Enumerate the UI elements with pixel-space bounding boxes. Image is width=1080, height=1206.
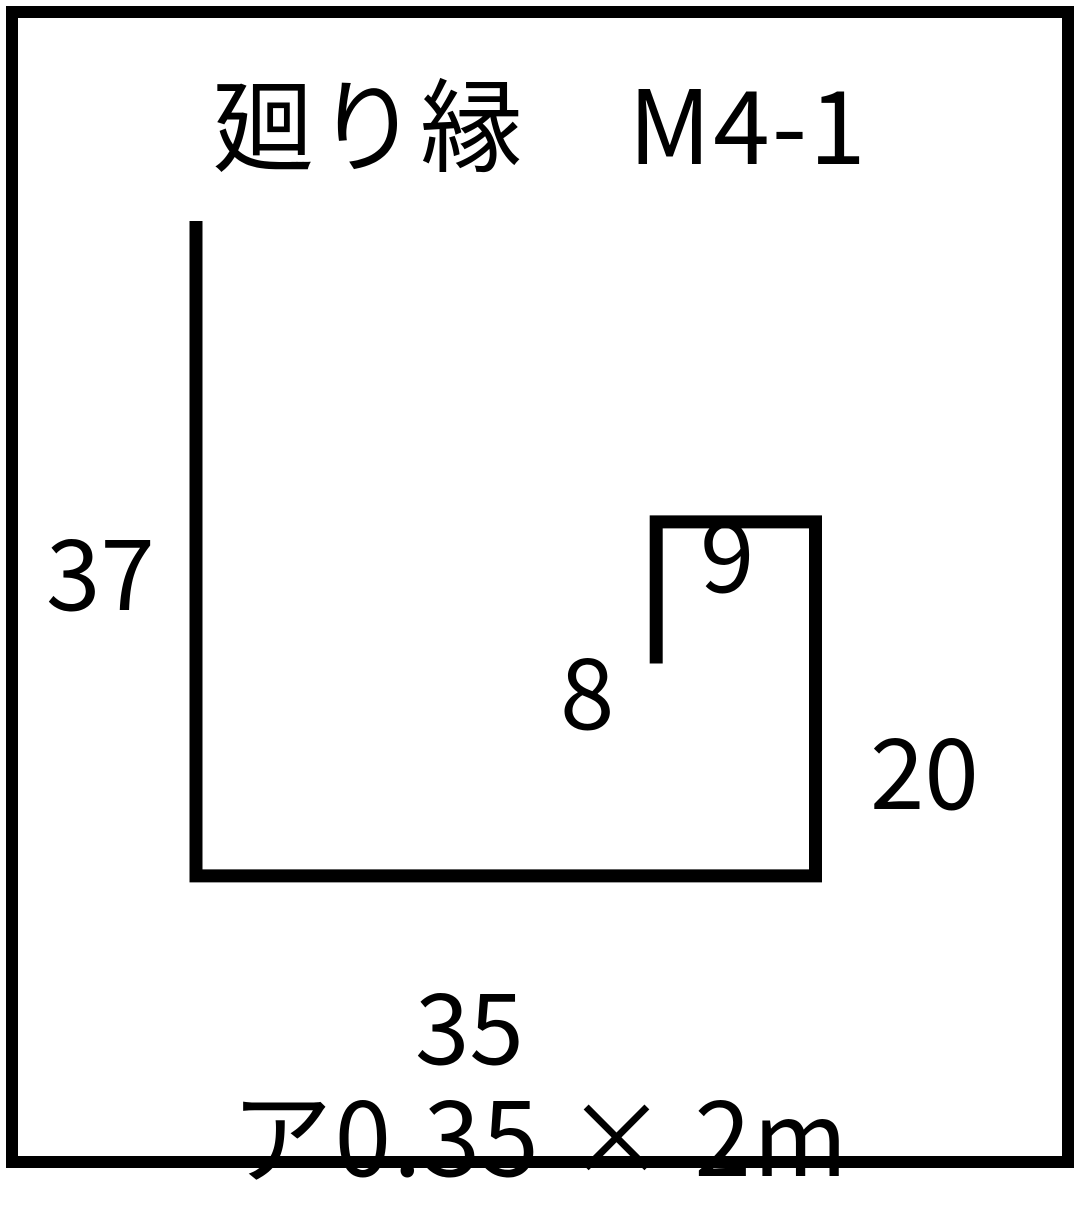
spec-footer: ア0.35 × 2m [0, 1059, 1080, 1206]
dim-right: 20 [870, 696, 979, 838]
profile-cross-section [0, 0, 1080, 1174]
dim-notch-left: 8 [560, 616, 614, 758]
dim-left: 37 [46, 497, 155, 639]
dim-notch-top: 9 [700, 479, 754, 621]
